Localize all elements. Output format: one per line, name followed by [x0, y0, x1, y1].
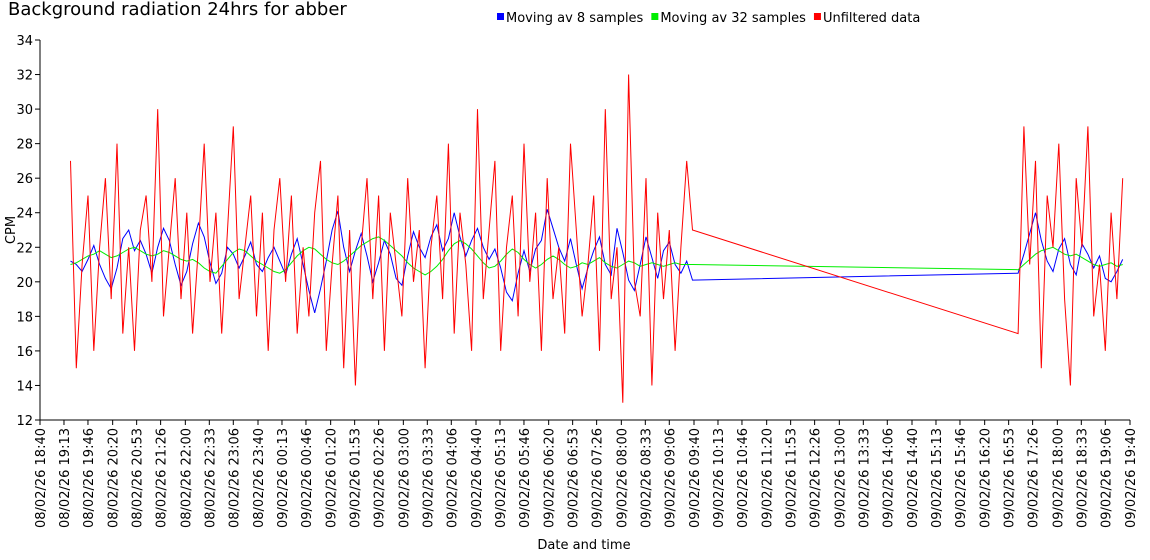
y-tick-label: 32 — [16, 69, 33, 84]
y-axis-label: CPM — [4, 216, 19, 244]
x-tick-label: 09/02/26 10:13 — [712, 428, 727, 528]
y-tick-label: 30 — [16, 103, 33, 118]
x-tick-label: 09/02/26 17:26 — [1027, 428, 1042, 528]
x-tick-label: 09/02/26 18:33 — [1075, 428, 1090, 528]
data-line — [70, 209, 1124, 314]
x-tick-label: 09/02/26 06:53 — [567, 428, 582, 528]
x-tick-label: 09/02/26 00:46 — [300, 428, 315, 528]
y-tick-label: 28 — [16, 138, 33, 153]
x-tick-label: 09/02/26 06:20 — [543, 428, 558, 528]
legend-swatch — [813, 13, 821, 20]
y-tick-label: 34 — [16, 34, 33, 49]
legend-label: Moving av 8 samples — [506, 11, 644, 26]
x-tick-label: 09/02/26 08:00 — [615, 428, 630, 528]
legend-swatch — [497, 13, 504, 20]
x-tick-label: 08/02/26 23:40 — [252, 428, 267, 528]
y-tick-label: 20 — [16, 276, 33, 291]
x-tick-label: 09/02/26 16:20 — [979, 428, 994, 528]
x-tick-label: 08/02/26 19:46 — [82, 428, 97, 528]
x-tick-label: 09/02/26 01:53 — [349, 428, 364, 528]
y-tick-label: 22 — [16, 241, 33, 256]
legend-label: Unfiltered data — [823, 11, 920, 26]
x-tick-label: 09/02/26 14:40 — [906, 428, 921, 528]
x-tick-label: 09/02/26 04:06 — [445, 428, 460, 528]
x-tick-label: 09/02/26 11:53 — [785, 428, 800, 528]
x-tick-label: 09/02/26 16:53 — [1003, 428, 1018, 528]
x-tick-label: 09/02/26 19:40 — [1124, 428, 1139, 528]
data-line — [70, 236, 1123, 276]
x-tick-label: 09/02/26 09:06 — [663, 428, 678, 528]
x-tick-label: 09/02/26 11:20 — [761, 428, 776, 528]
x-tick-label: 09/02/26 18:00 — [1051, 428, 1066, 528]
x-tick-label: 09/02/26 13:00 — [833, 428, 848, 528]
legend-swatch — [651, 13, 659, 20]
x-tick-label: 09/02/26 07:26 — [591, 428, 606, 528]
x-tick-label: 09/02/26 14:06 — [881, 428, 896, 528]
x-tick-label: 09/02/26 03:33 — [421, 428, 436, 528]
x-tick-label: 09/02/26 00:13 — [276, 428, 291, 528]
x-tick-label: 08/02/26 21:26 — [155, 428, 170, 528]
y-tick-label: 26 — [16, 172, 33, 187]
x-tick-label: 09/02/26 13:33 — [857, 428, 872, 528]
x-tick-label: 08/02/26 23:06 — [227, 428, 242, 528]
x-tick-label: 08/02/26 22:33 — [203, 428, 218, 528]
y-tick-label: 24 — [16, 207, 33, 222]
x-tick-label: 09/02/26 03:00 — [397, 428, 412, 528]
x-tick-label: 08/02/26 19:13 — [58, 428, 73, 528]
y-tick-label: 14 — [16, 379, 33, 394]
x-tick-label: 08/02/26 20:53 — [131, 428, 146, 528]
x-tick-label: 09/02/26 10:46 — [736, 428, 751, 528]
x-tick-label: 09/02/26 12:26 — [809, 428, 824, 528]
data-line — [70, 74, 1124, 403]
y-tick-label: 18 — [16, 310, 33, 325]
x-tick-label: 08/02/26 22:00 — [179, 428, 194, 528]
x-tick-label: 09/02/26 08:33 — [639, 428, 654, 528]
x-tick-label: 08/02/26 20:20 — [107, 428, 122, 528]
y-tick-label: 16 — [16, 345, 33, 360]
x-tick-label: 08/02/26 18:40 — [34, 428, 49, 528]
x-tick-label: 09/02/26 09:40 — [688, 428, 703, 528]
x-tick-label: 09/02/26 04:40 — [470, 428, 485, 528]
legend-label: Moving av 32 samples — [660, 11, 806, 26]
x-tick-label: 09/02/26 01:20 — [325, 428, 340, 528]
x-tick-label: 09/02/26 05:13 — [494, 428, 509, 528]
x-tick-label: 09/02/26 15:46 — [954, 428, 969, 528]
x-tick-label: 09/02/26 02:26 — [373, 428, 388, 528]
x-tick-label: 09/02/26 19:06 — [1099, 428, 1114, 528]
x-axis-label: Date and time — [537, 538, 630, 553]
y-tick-label: 12 — [16, 414, 33, 429]
x-tick-label: 09/02/26 05:46 — [518, 428, 533, 528]
x-tick-label: 09/02/26 15:13 — [930, 428, 945, 528]
chart-title: Background radiation 24hrs for abber — [8, 0, 347, 20]
